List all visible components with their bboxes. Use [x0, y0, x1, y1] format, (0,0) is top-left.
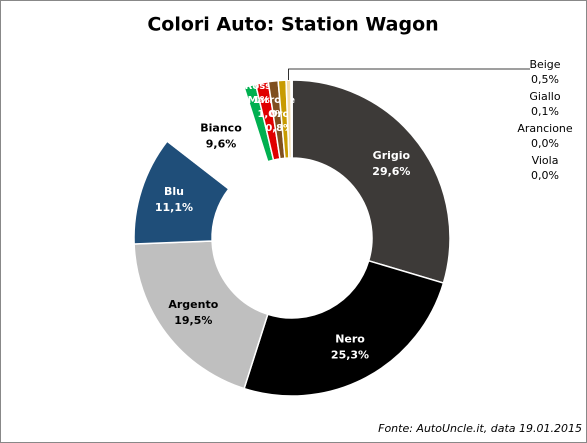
value-label: 25,3%	[331, 349, 369, 362]
value-label: 9,6%	[206, 137, 237, 150]
segment-label: Beige	[529, 58, 560, 71]
segment-label: Marrone	[248, 95, 296, 106]
segment-label: Bianco	[200, 121, 242, 134]
segment-label: Arancione	[517, 122, 573, 135]
segment-label: Oro	[269, 109, 289, 120]
segment-label: Giallo	[529, 90, 560, 103]
value-label: 0,5%	[531, 73, 559, 86]
segment-label: Blu	[164, 185, 184, 198]
value-label: 0,0%	[531, 169, 559, 182]
value-label: 19,5%	[174, 314, 212, 327]
value-label: 11,1%	[155, 201, 193, 214]
segment-label: Nero	[335, 333, 365, 346]
value-label: 1%	[253, 95, 270, 106]
source-note: Fonte: AutoUncle.it, data 19.01.2015	[378, 422, 582, 435]
leader-line	[288, 68, 530, 81]
value-label: 0,1%	[531, 105, 559, 118]
value-label: 0,0%	[531, 137, 559, 150]
segment-label: Argento	[168, 298, 218, 311]
chart-title: Colori Auto: Station Wagon	[147, 14, 438, 36]
segment-label: Viola	[532, 154, 559, 167]
donut-segment	[133, 240, 269, 390]
value-label: 0,8%	[265, 123, 293, 134]
segment-label: Rosso	[245, 81, 278, 92]
value-label: 29,6%	[372, 165, 410, 178]
value-label: 1,0%	[257, 109, 285, 120]
donut-segment	[291, 79, 451, 284]
segment-label: Grigio	[373, 149, 411, 162]
donut-segment	[243, 259, 445, 397]
